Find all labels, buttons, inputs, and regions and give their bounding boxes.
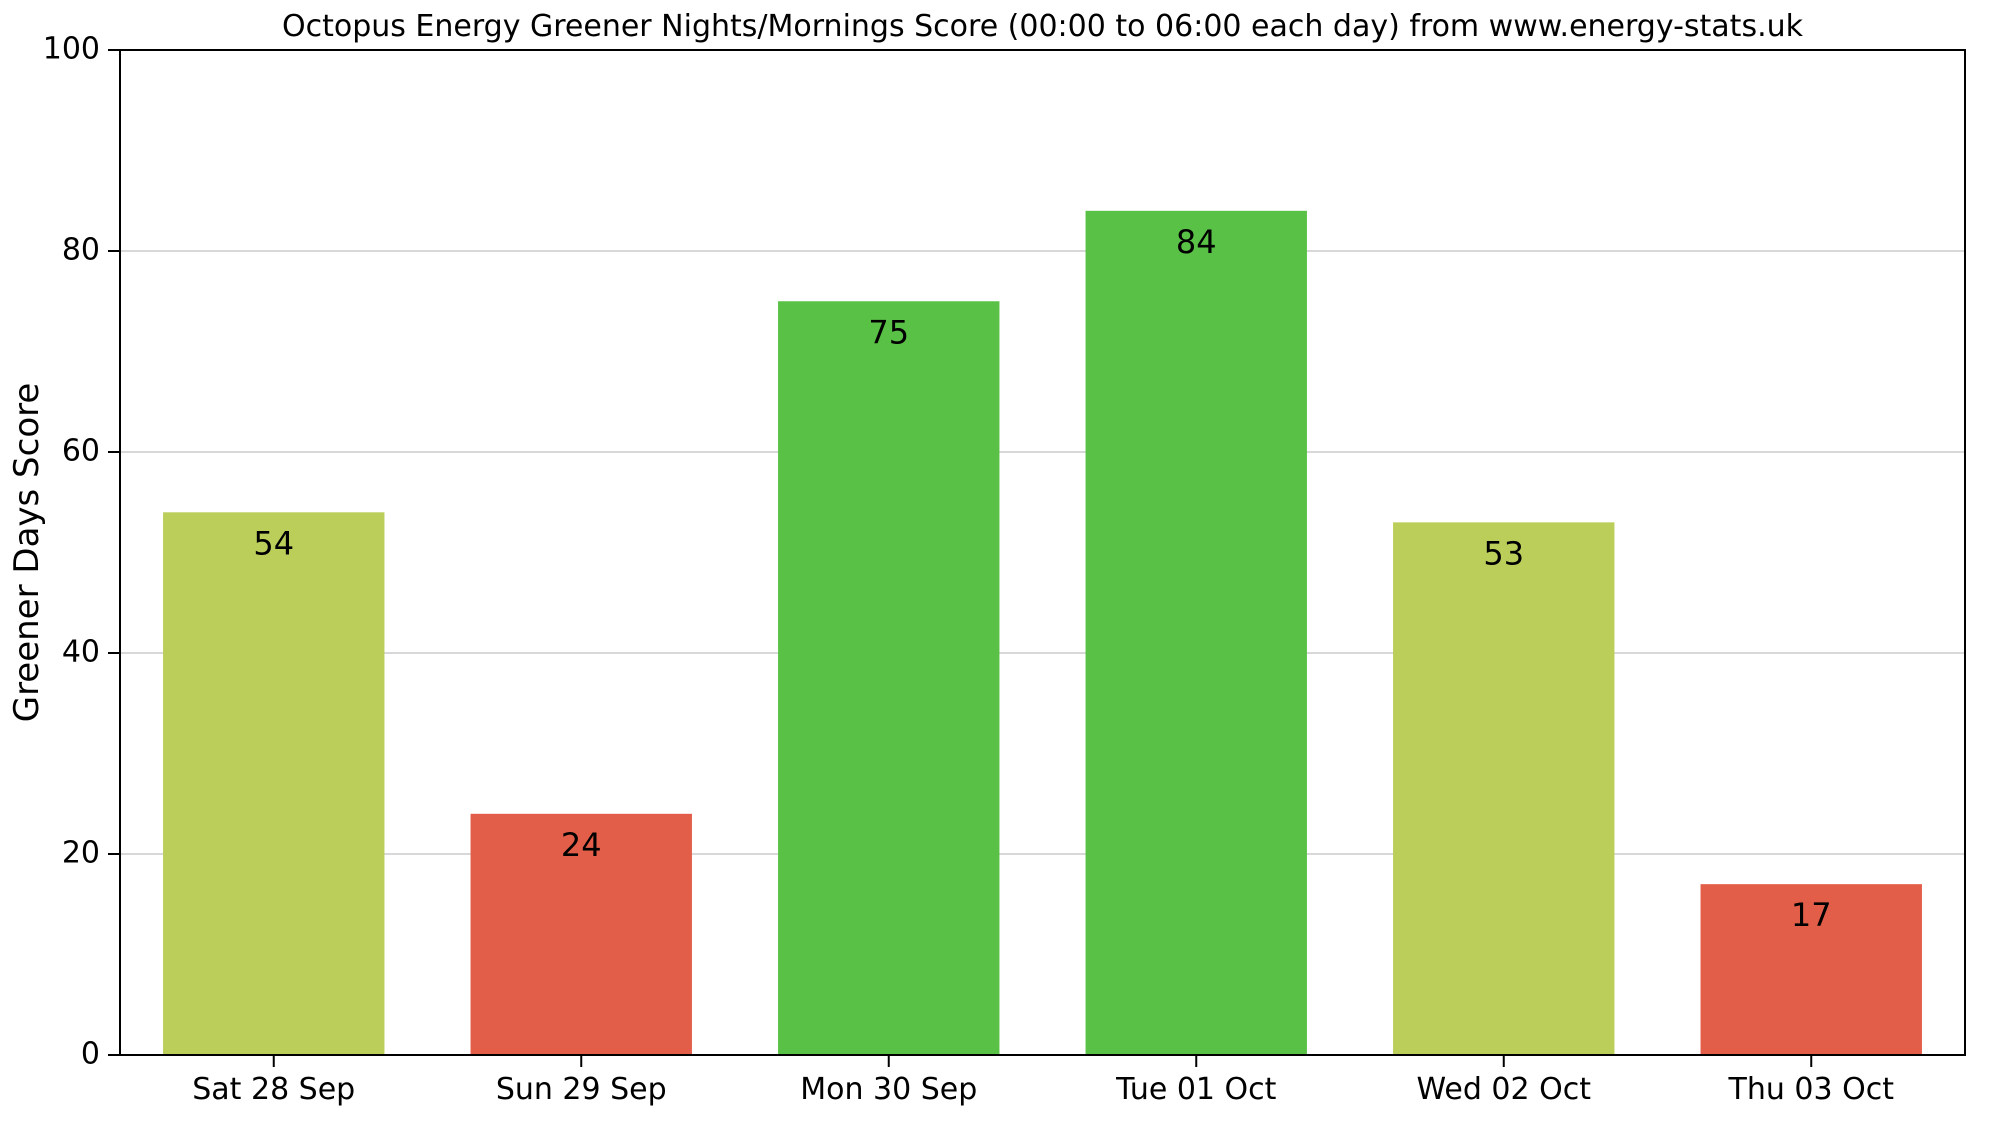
bar: [1086, 211, 1307, 1055]
y-tick-label: 40: [62, 635, 100, 670]
y-tick-label: 100: [43, 32, 100, 67]
bar-chart: 0 20 40 60 80 100 54 Sat 28 Sep 24 Sun 29 Sep 75 Mo…: [0, 0, 2000, 1122]
chart-title: Octopus Energy Greener Nights/Mornings S…: [282, 9, 1804, 44]
x-tick-label: Tue 01 Oct: [1115, 1072, 1277, 1107]
bar-value-label: 24: [561, 826, 602, 864]
x-tick-label: Sun 29 Sep: [496, 1072, 667, 1107]
y-tick-label: 80: [62, 233, 100, 268]
y-tick-label: 20: [62, 836, 100, 871]
bar-value-label: 54: [253, 524, 294, 562]
bar-value-label: 17: [1791, 896, 1832, 934]
chart-container: 0 20 40 60 80 100 54 Sat 28 Sep 24 Sun 29 Sep 75 Mo…: [0, 0, 2000, 1122]
x-tick-label: Thu 03 Oct: [1728, 1072, 1895, 1107]
y-tick-label: 60: [62, 434, 100, 469]
x-tick-label: Wed 02 Oct: [1416, 1072, 1591, 1107]
bar: [1393, 522, 1614, 1055]
bar-value-label: 75: [868, 313, 909, 351]
bar-value-label: 53: [1483, 534, 1524, 572]
x-tick-label: Mon 30 Sep: [800, 1072, 977, 1107]
bar-value-label: 84: [1176, 223, 1217, 261]
bar: [778, 301, 999, 1055]
y-axis-label: Greener Days Score: [7, 383, 47, 723]
y-tick-label: 0: [81, 1037, 100, 1072]
x-tick-label: Sat 28 Sep: [192, 1072, 355, 1107]
bar: [163, 512, 384, 1055]
